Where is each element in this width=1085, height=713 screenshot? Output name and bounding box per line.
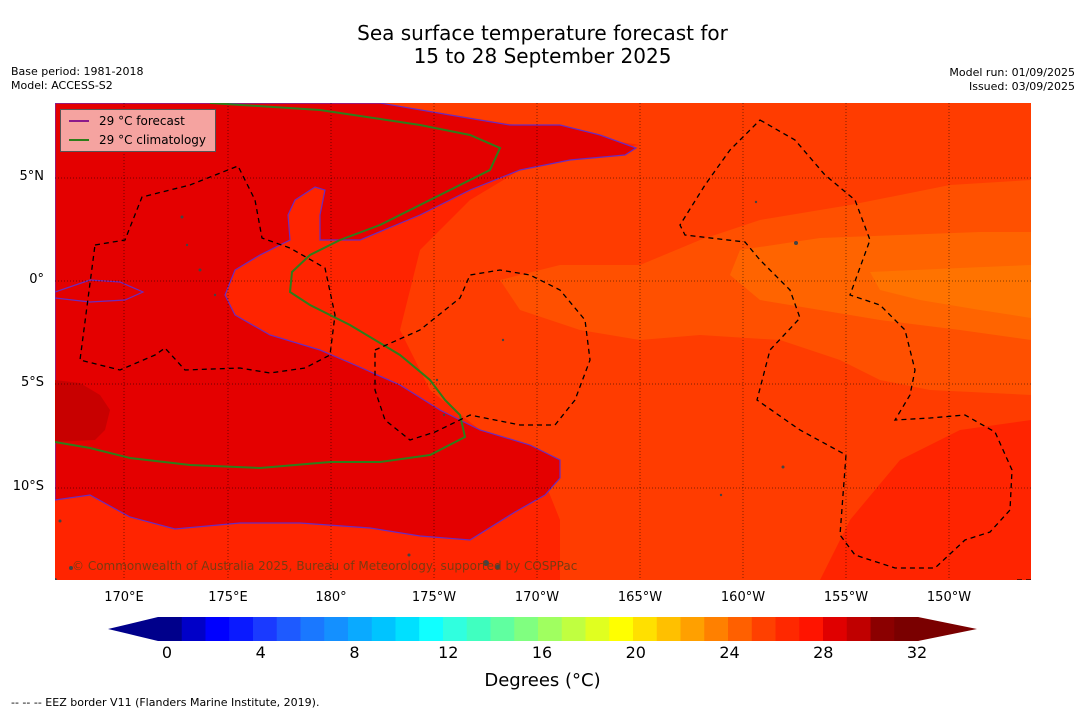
colorbar-bin <box>775 617 800 641</box>
longitude-label: 165°W <box>617 590 663 605</box>
colorbar-tick-label: 20 <box>625 643 646 662</box>
colorbar-bin <box>276 617 301 641</box>
latitude-label: 0° <box>29 272 44 287</box>
latitude-label: 10°S <box>12 479 44 494</box>
colorbar-bin <box>181 617 206 641</box>
longitude-label: 180° <box>315 590 347 605</box>
colorbar-bin <box>419 617 444 641</box>
colorbar-bin <box>205 617 230 641</box>
colorbar-bin <box>466 617 491 641</box>
model-name: Model: ACCESS-S2 <box>11 79 113 92</box>
longitude-label: 170°E <box>104 590 144 605</box>
colorbar-bin <box>538 617 563 641</box>
colorbar-max-arrow <box>918 617 977 641</box>
colorbar-tick-label: 0 <box>161 643 173 662</box>
colorbar-tick-label: 24 <box>719 643 740 662</box>
colorbar <box>108 617 977 641</box>
colorbar-bin <box>395 617 420 641</box>
longitude-label: 170°W <box>514 590 560 605</box>
sst-field-28-tongue <box>55 279 145 303</box>
legend-climatology-label: 29 °C climatology <box>99 133 207 147</box>
colorbar-bin <box>894 617 919 641</box>
colorbar-bin <box>823 617 848 641</box>
colorbar-bin <box>561 617 586 641</box>
longitude-label: 160°W <box>720 590 766 605</box>
colorbar-tick-label: 12 <box>438 643 459 662</box>
map-legend: 29 °C forecast 29 °C climatology <box>60 109 216 152</box>
islands <box>55 200 798 580</box>
latitude-label: 5°S <box>20 375 44 390</box>
longitude-label: 175°W <box>411 590 457 605</box>
colorbar-tick-label: 4 <box>255 643 266 662</box>
colorbar-bin <box>870 617 895 641</box>
map-title: Sea surface temperature forecast for 15 … <box>0 22 1085 68</box>
colorbar-bin <box>324 617 349 641</box>
colorbar-bin <box>443 617 468 641</box>
colorbar-bin <box>633 617 658 641</box>
legend-climatology: 29 °C climatology <box>69 132 206 148</box>
eez-footnote: -- -- -- EEZ border V11 (Flanders Marine… <box>11 696 320 709</box>
sst-field-30 <box>55 380 110 442</box>
legend-climatology-swatch <box>69 139 89 141</box>
model-run: Model run: 01/09/2025 <box>949 66 1075 79</box>
colorbar-bin <box>490 617 515 641</box>
eez-borders <box>79 119 1031 580</box>
legend-forecast-swatch <box>69 120 89 122</box>
colorbar-bin <box>585 617 610 641</box>
colorbar-tick-label: 28 <box>813 643 834 662</box>
colorbar-bin <box>751 617 776 641</box>
map-graticule <box>55 103 1031 580</box>
colorbar-min-arrow <box>108 617 158 641</box>
colorbar-tick-label: 32 <box>906 643 928 662</box>
latitude-label: 5°N <box>19 169 45 184</box>
colorbar-bin <box>229 617 254 641</box>
base-period: Base period: 1981-2018 <box>11 65 144 78</box>
colorbar-tick-label: 16 <box>531 643 553 662</box>
longitude-label: 175°E <box>208 590 248 605</box>
issued-date: Issued: 03/09/2025 <box>968 80 1075 93</box>
legend-forecast: 29 °C forecast <box>69 113 185 129</box>
colorbar-bin <box>728 617 753 641</box>
colorbar-bin <box>609 617 634 641</box>
colorbar-bin <box>514 617 539 641</box>
longitude-label: 150°W <box>926 590 972 605</box>
colorbar-bin <box>680 617 705 641</box>
sst-field-29 <box>55 103 638 541</box>
colorbar-bin <box>799 617 824 641</box>
climatology-29c-contour <box>55 103 502 470</box>
sst-field-24 <box>870 265 1031 318</box>
title-line-2: 15 to 28 September 2025 <box>413 44 672 68</box>
map-area <box>55 103 1031 580</box>
colorbar-bin <box>348 617 373 641</box>
meta-right: Model run: 01/09/2025 Issued: 03/09/2025 <box>949 66 1075 94</box>
colorbar-bin <box>371 617 396 641</box>
title-line-1: Sea surface temperature forecast for <box>357 21 728 45</box>
colorbar-title: Degrees (°C) <box>484 670 601 691</box>
colorbar-bin <box>253 617 278 641</box>
longitude-label: 155°W <box>823 590 869 605</box>
colorbar-bin <box>656 617 681 641</box>
copyright-notice: © Commonwealth of Australia 2025, Bureau… <box>72 559 578 573</box>
colorbar-bin <box>704 617 729 641</box>
meta-left: Base period: 1981-2018 Model: ACCESS-S2 <box>11 65 143 93</box>
colorbar-bin <box>300 617 325 641</box>
colorbar-tick-label: 8 <box>349 643 360 662</box>
colorbar-bin <box>158 617 183 641</box>
legend-forecast-label: 29 °C forecast <box>99 114 185 128</box>
colorbar-bin <box>846 617 871 641</box>
